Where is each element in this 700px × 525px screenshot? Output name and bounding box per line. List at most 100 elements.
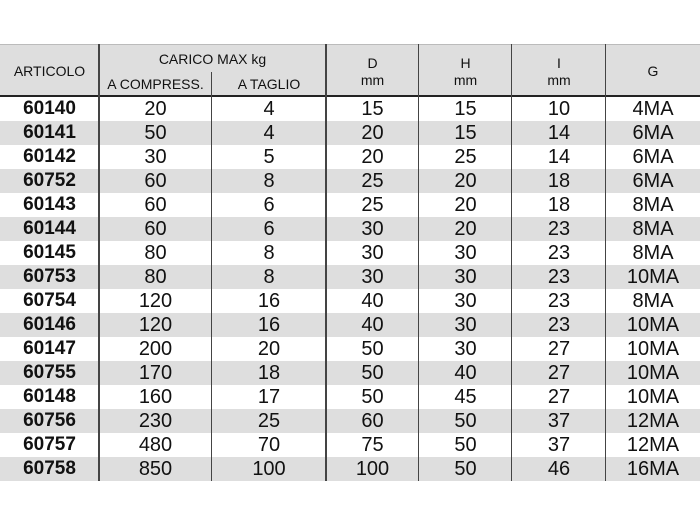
cell-h: 50 [454,458,477,480]
product-table: ARTICOLO CARICO MAX kg A COMPRESS. A TAG… [0,44,700,481]
cell-d: 60 [361,410,384,432]
cell-d: 30 [361,218,384,240]
cell-i: 23 [547,242,571,264]
table-row: 60758 850 100 100 50 46 16MA [0,457,700,481]
table-row: 60142 30 5 20 25 14 6MA [0,145,700,169]
table-row: 60143 60 6 25 20 18 8MA [0,193,700,217]
cell-h: 15 [454,98,477,120]
divider [98,44,100,481]
cell-i: 23 [547,266,571,288]
cell-d: 25 [361,170,384,192]
cell-taglio: 25 [257,410,281,432]
cell-d: 20 [361,146,384,168]
cell-i: 37 [547,410,571,432]
cell-articolo: 60148 [23,386,76,407]
cell-taglio: 6 [263,194,275,216]
cell-articolo: 60756 [23,410,76,431]
cell-taglio: 20 [257,338,281,360]
cell-articolo: 60753 [23,266,76,287]
table-row: 60756 230 25 60 50 37 12MA [0,409,700,433]
cell-i: 23 [547,290,571,312]
cell-i: 27 [547,362,571,384]
cell-compress: 60 [144,194,167,216]
cell-d: 50 [361,386,384,408]
cell-d: 50 [361,338,384,360]
table-row: 60757 480 70 75 50 37 12MA [0,433,700,457]
cell-taglio: 5 [263,146,275,168]
cell-compress: 120 [138,314,173,336]
cell-taglio: 70 [257,434,281,456]
divider [418,44,419,481]
divider [211,72,212,96]
cell-g: 6MA [632,146,674,168]
cell-g: 8MA [632,194,674,216]
cell-d: 75 [361,434,384,456]
cell-i: 14 [547,122,571,144]
divider [325,44,327,481]
cell-d: 20 [361,122,384,144]
table-row: 60141 50 4 20 15 14 6MA [0,121,700,145]
cell-compress: 30 [144,146,167,168]
cell-compress: 60 [144,218,167,240]
cell-g: 8MA [632,242,674,264]
cell-compress: 850 [138,458,173,480]
table-row: 60145 80 8 30 30 23 8MA [0,241,700,265]
divider [605,44,606,481]
cell-taglio: 8 [263,242,275,264]
cell-taglio: 16 [257,290,281,312]
cell-d: 15 [361,98,384,120]
cell-g: 10MA [626,266,680,288]
table-row: 60753 80 8 30 30 23 10MA [0,265,700,289]
header-compress: A COMPRESS. [107,76,204,92]
cell-i: 23 [547,314,571,336]
cell-d: 30 [361,242,384,264]
cell-articolo: 60147 [23,338,76,359]
cell-d: 25 [361,194,384,216]
cell-g: 12MA [626,410,680,432]
cell-i: 18 [547,194,571,216]
header-h-unit: mm [453,72,478,88]
cell-compress: 80 [144,242,167,264]
cell-h: 50 [454,434,477,456]
cell-g: 10MA [626,362,680,384]
cell-articolo: 60143 [23,194,76,215]
header-i-unit: mm [547,72,571,88]
cell-g: 10MA [626,386,680,408]
header-carico: CARICO MAX kg [158,51,267,67]
cell-g: 12MA [626,434,680,456]
cell-taglio: 16 [257,314,281,336]
cell-taglio: 100 [252,458,286,480]
cell-i: 23 [547,218,571,240]
cell-d: 30 [361,266,384,288]
cell-i: 14 [547,146,571,168]
divider [211,95,212,481]
cell-compress: 20 [144,98,167,120]
cell-g: 6MA [632,170,674,192]
cell-g: 8MA [632,290,674,312]
cell-taglio: 8 [263,266,275,288]
cell-articolo: 60758 [23,458,76,479]
table-row: 60140 20 4 15 15 10 4MA [0,97,700,121]
cell-h: 20 [454,194,477,216]
cell-compress: 480 [138,434,173,456]
table-header: ARTICOLO CARICO MAX kg A COMPRESS. A TAG… [0,44,700,97]
cell-compress: 160 [138,386,173,408]
table-row: 60754 120 16 40 30 23 8MA [0,289,700,313]
cell-articolo: 60754 [23,290,76,311]
cell-articolo: 60757 [23,434,76,455]
cell-h: 30 [454,242,477,264]
cell-i: 18 [547,170,571,192]
cell-g: 10MA [626,314,680,336]
header-articolo: ARTICOLO [13,63,86,79]
cell-compress: 80 [144,266,167,288]
cell-articolo: 60752 [23,170,76,191]
cell-h: 50 [454,410,477,432]
cell-i: 27 [547,338,571,360]
cell-h: 30 [454,266,477,288]
cell-h: 30 [454,290,477,312]
cell-i: 27 [547,386,571,408]
cell-g: 8MA [632,218,674,240]
cell-i: 46 [547,458,571,480]
